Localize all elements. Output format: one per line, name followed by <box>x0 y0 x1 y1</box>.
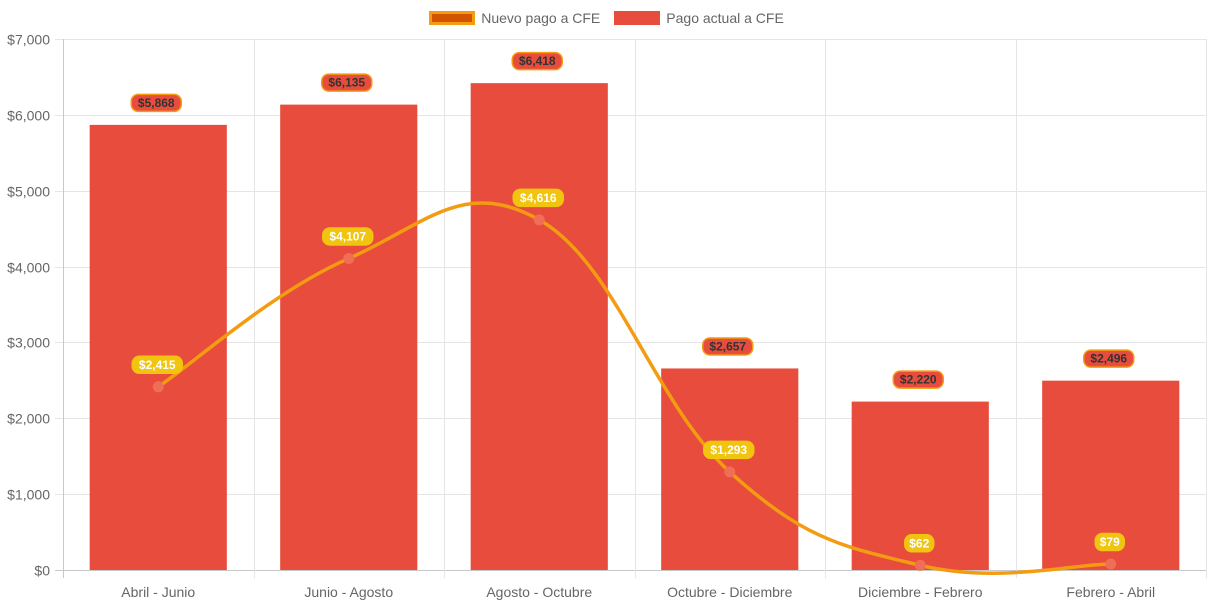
bar-data-label-text: $2,657 <box>709 339 746 353</box>
x-tick-label: Octubre - Diciembre <box>667 584 792 600</box>
bar-data-label-bg <box>511 51 563 71</box>
legend-swatch-pago-actual <box>614 11 661 25</box>
line-data-label-text: $4,616 <box>520 191 557 205</box>
y-tick-label: $0 <box>34 563 50 579</box>
bar-data-label-text: $2,220 <box>900 373 937 387</box>
line-data-label-bg <box>322 227 374 246</box>
x-tick-label: Abril - Junio <box>121 584 195 600</box>
bar-data-label: $6,135 <box>321 73 373 92</box>
legend-item-nuevo-pago[interactable]: Nuevo pago a CFE <box>429 8 600 28</box>
y-tick-label: $7,000 <box>7 32 50 48</box>
bar-data-label-text: $2,496 <box>1090 352 1127 366</box>
line-point <box>533 214 545 226</box>
legend-label-nuevo-pago: Nuevo pago a CFE <box>481 10 601 26</box>
line-data-label-bg <box>703 440 755 460</box>
bar-data-label: $2,220 <box>892 370 944 389</box>
legend-label-pago-actual: Pago actual a CFE <box>666 10 784 26</box>
x-tick-label: Junio - Agosto <box>304 584 393 600</box>
line-point <box>152 381 164 393</box>
bar-data-label: $6,418 <box>511 51 563 71</box>
bar-data-label-bg <box>702 337 754 356</box>
chart-legend: Nuevo pago a CFE Pago actual a CFE <box>0 8 1213 28</box>
line-point <box>343 252 355 264</box>
y-tick-label: $1,000 <box>7 487 50 503</box>
line-data-label: $2,415 <box>131 355 183 375</box>
y-tick-label: $3,000 <box>7 335 50 351</box>
bar-data-label-text: $6,135 <box>328 76 365 90</box>
line-data-label: $1,293 <box>703 440 755 460</box>
bar-data-label: $5,868 <box>130 93 182 113</box>
bar <box>470 83 608 570</box>
legend-item-pago-actual[interactable]: Pago actual a CFE <box>614 8 784 28</box>
y-tick-label: $6,000 <box>7 108 50 124</box>
bar <box>89 124 227 570</box>
bar-data-label-text: $6,418 <box>519 54 556 68</box>
x-tick-label: Agosto - Octubre <box>486 584 592 600</box>
bar-data-label-bg <box>130 93 182 113</box>
line-data-label-bg <box>1094 532 1125 552</box>
line-data-label-text: $4,107 <box>329 229 366 243</box>
line-data-label: $79 <box>1094 532 1125 552</box>
bar-data-label-bg <box>1083 349 1135 368</box>
bar-data-label-bg <box>892 370 944 389</box>
bar-data-label-bg <box>321 73 373 92</box>
y-tick-label: $2,000 <box>7 411 50 427</box>
bar <box>280 104 418 571</box>
line-data-label-bg <box>512 188 564 208</box>
y-tick-label: $5,000 <box>7 184 50 200</box>
line-data-label-text: $79 <box>1100 535 1120 549</box>
y-tick-label: $4,000 <box>7 260 50 276</box>
line-data-label-bg <box>904 534 935 553</box>
line-data-label-text: $1,293 <box>710 443 747 457</box>
line-data-label: $4,107 <box>322 227 374 246</box>
x-tick-label: Febrero - Abril <box>1066 584 1155 600</box>
bar-data-label: $2,496 <box>1083 349 1135 368</box>
line-data-label-bg <box>131 355 183 375</box>
line-data-label-text: $62 <box>909 536 929 550</box>
line-data-label: $4,616 <box>512 188 564 208</box>
line-point <box>1105 558 1117 570</box>
line-data-label: $62 <box>904 534 935 553</box>
bar-data-label: $2,657 <box>702 337 754 356</box>
legend-swatch-nuevo-pago <box>429 11 476 25</box>
bar-data-label-text: $5,868 <box>138 96 175 110</box>
line-point <box>914 559 926 571</box>
line-data-label-text: $2,415 <box>139 358 176 372</box>
x-tick-label: Diciembre - Febrero <box>858 584 983 600</box>
line-point <box>724 466 736 478</box>
